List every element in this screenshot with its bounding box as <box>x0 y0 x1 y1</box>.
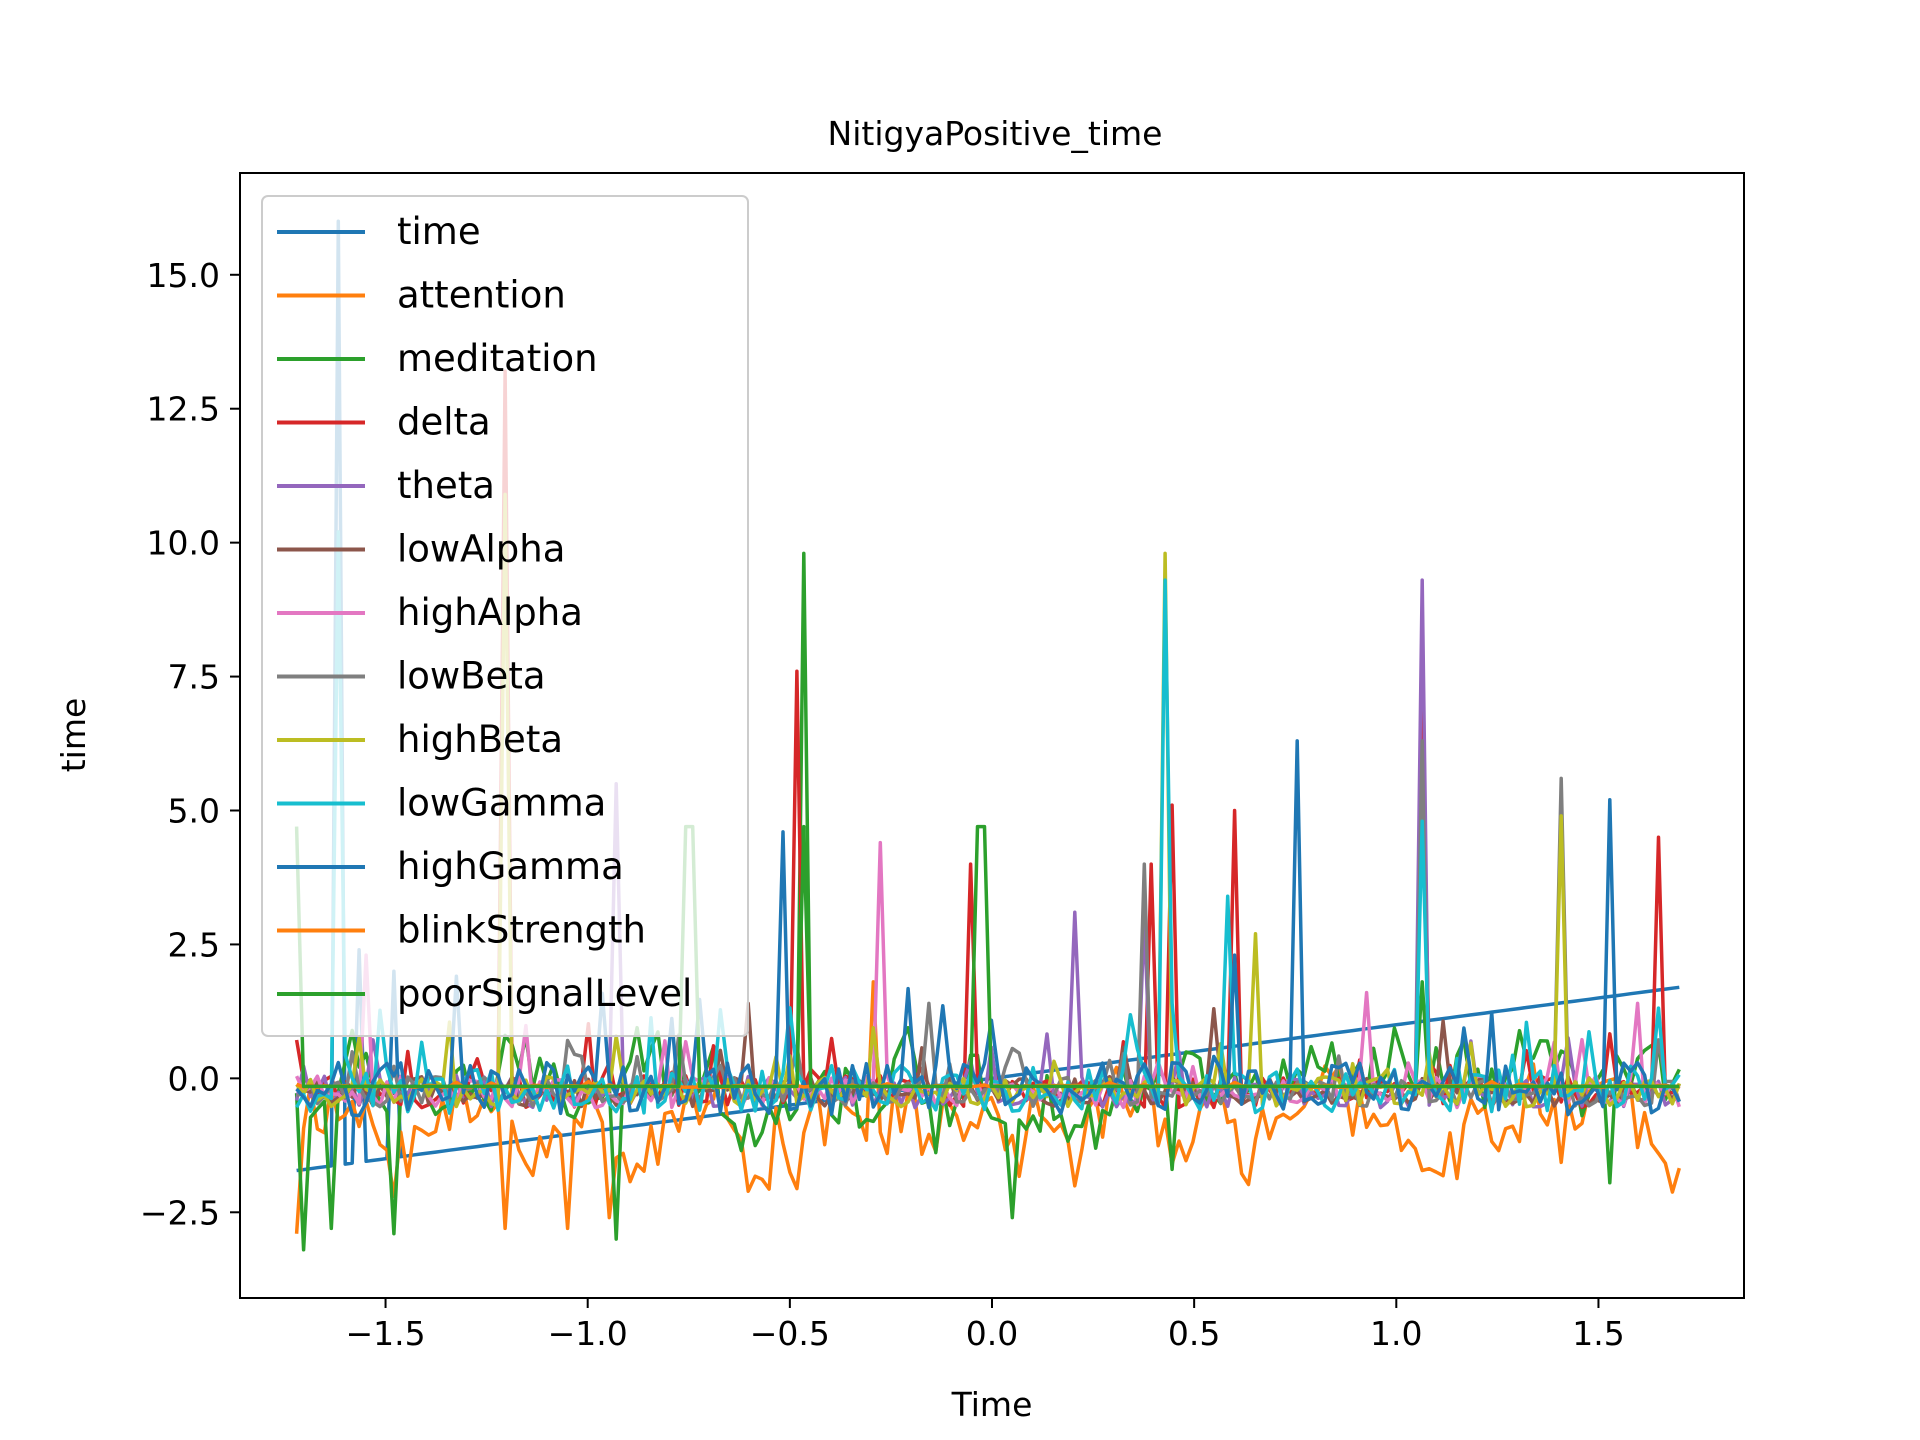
legend-label: meditation <box>397 337 598 380</box>
series-lines <box>294 219 1681 1252</box>
legend-box <box>261 195 749 1037</box>
x-tick-label: −1.5 <box>345 1314 425 1353</box>
x-tick-label: −0.5 <box>750 1314 830 1353</box>
x-tick-label: 0.0 <box>966 1314 1018 1353</box>
x-axis-ticks: −1.5 −1.0 −0.5 0.0 0.5 1.0 1.5 <box>345 1298 1625 1353</box>
legend-label: lowAlpha <box>397 528 565 571</box>
y-axis-ticks: −2.5 0.0 2.5 5.0 7.5 10.0 12.5 15.0 <box>140 256 240 1232</box>
y-tick-label: 12.5 <box>147 390 220 429</box>
y-axis-label: time <box>54 698 93 773</box>
legend-label: delta <box>397 401 491 444</box>
x-tick-label: 0.5 <box>1168 1314 1220 1353</box>
x-tick-label: 1.0 <box>1370 1314 1422 1353</box>
legend-label: highAlpha <box>397 591 583 634</box>
legend-label: lowBeta <box>397 655 546 698</box>
legend-label: theta <box>397 464 495 507</box>
x-axis-label: Time <box>951 1385 1033 1424</box>
y-tick-label: 7.5 <box>168 658 220 697</box>
y-tick-label: 15.0 <box>147 256 220 295</box>
y-tick-label: 0.0 <box>168 1059 220 1098</box>
series-line-poorSignalLevel <box>294 824 1680 1089</box>
legend-label: lowGamma <box>397 782 606 825</box>
legend-label: highGamma <box>397 845 624 888</box>
legend: time attention meditation delta theta lowAlph… <box>261 195 749 1037</box>
y-tick-label: 5.0 <box>168 792 220 831</box>
y-tick-label: −2.5 <box>140 1193 220 1232</box>
y-tick-label: 10.0 <box>147 524 220 563</box>
x-tick-label: −1.0 <box>548 1314 628 1353</box>
y-tick-label: 2.5 <box>168 925 220 964</box>
legend-label: blinkStrength <box>397 909 646 952</box>
x-tick-label: 1.5 <box>1572 1314 1624 1353</box>
chart-title: NitigyaPositive_time <box>828 114 1163 153</box>
legend-label: attention <box>397 274 566 317</box>
legend-label: poorSignalLevel <box>397 972 692 1015</box>
legend-label: time <box>397 210 481 253</box>
legend-label: highBeta <box>397 718 563 761</box>
